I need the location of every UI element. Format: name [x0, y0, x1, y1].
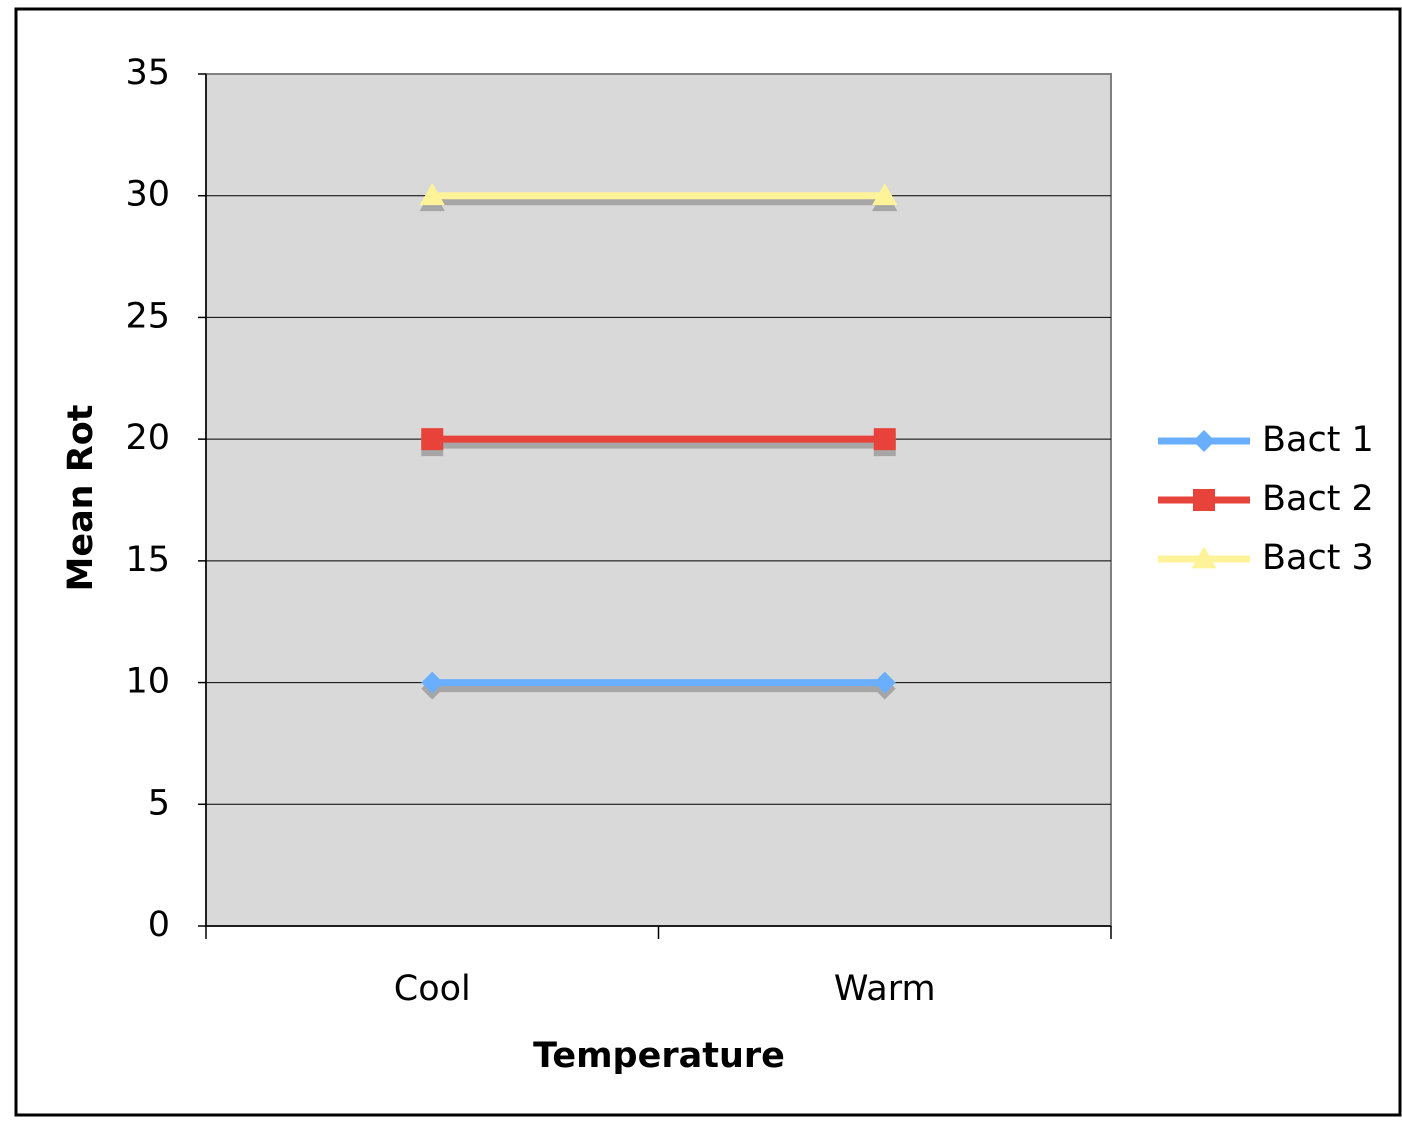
- legend-item: Bact 2: [1158, 479, 1374, 519]
- x-tick-label: Warm: [834, 969, 936, 1009]
- legend: Bact 1 Bact 2 Bact 3: [1158, 420, 1374, 578]
- series-layer: [419, 183, 898, 700]
- legend-label: Bact 3: [1262, 538, 1374, 578]
- series-2: [421, 428, 896, 457]
- y-tick-label: 10: [125, 662, 170, 702]
- x-axis-title: Temperature: [533, 1036, 785, 1076]
- legend-label: Bact 1: [1262, 420, 1374, 460]
- y-tick-label: 35: [125, 53, 170, 93]
- data-point: [872, 183, 898, 206]
- y-tick-label: 30: [125, 175, 170, 215]
- y-tick-label: 15: [125, 540, 170, 580]
- y-tick-label: 0: [148, 905, 170, 945]
- legend-marker: [1193, 430, 1215, 452]
- y-tick-label: 25: [125, 296, 170, 336]
- data-point: [419, 183, 445, 206]
- plot-area: [205, 73, 1112, 927]
- legend-item: Bact 3: [1158, 538, 1374, 578]
- legend-marker: [1193, 489, 1215, 511]
- x-axis: Cool Warm: [205, 925, 1112, 1009]
- legend-marker: [1191, 546, 1217, 569]
- y-axis-title: Mean Rot: [61, 404, 101, 591]
- data-point: [873, 428, 896, 451]
- legend-label: Bact 2: [1262, 479, 1374, 519]
- series-1: [421, 671, 896, 700]
- y-tick-label: 20: [125, 418, 170, 458]
- data-point: [873, 671, 896, 694]
- legend-item: Bact 1: [1158, 420, 1374, 460]
- x-tick-label: Cool: [394, 969, 471, 1009]
- data-point: [421, 671, 444, 694]
- y-tick-label: 5: [148, 783, 170, 823]
- y-axis: 0 5 10 15 20 25 30 35: [125, 53, 207, 945]
- data-point: [421, 428, 444, 451]
- series-3: [419, 183, 898, 212]
